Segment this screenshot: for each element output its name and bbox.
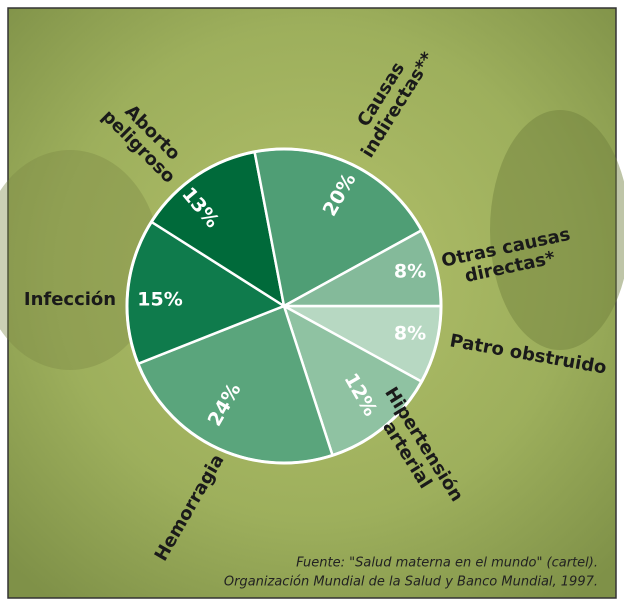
pie-outline (125, 147, 443, 465)
category-label: Infección (24, 289, 116, 310)
source-line: Organización Mundial de la Salud y Banco… (224, 575, 598, 590)
photo-shadow (0, 150, 160, 370)
source-line: Fuente: "Salud materna en el mundo" (car… (296, 556, 598, 571)
photo-shadow (490, 110, 624, 350)
value-label: 15% (137, 289, 182, 311)
value-label: 8% (394, 261, 426, 283)
value-label: 8% (394, 323, 426, 345)
